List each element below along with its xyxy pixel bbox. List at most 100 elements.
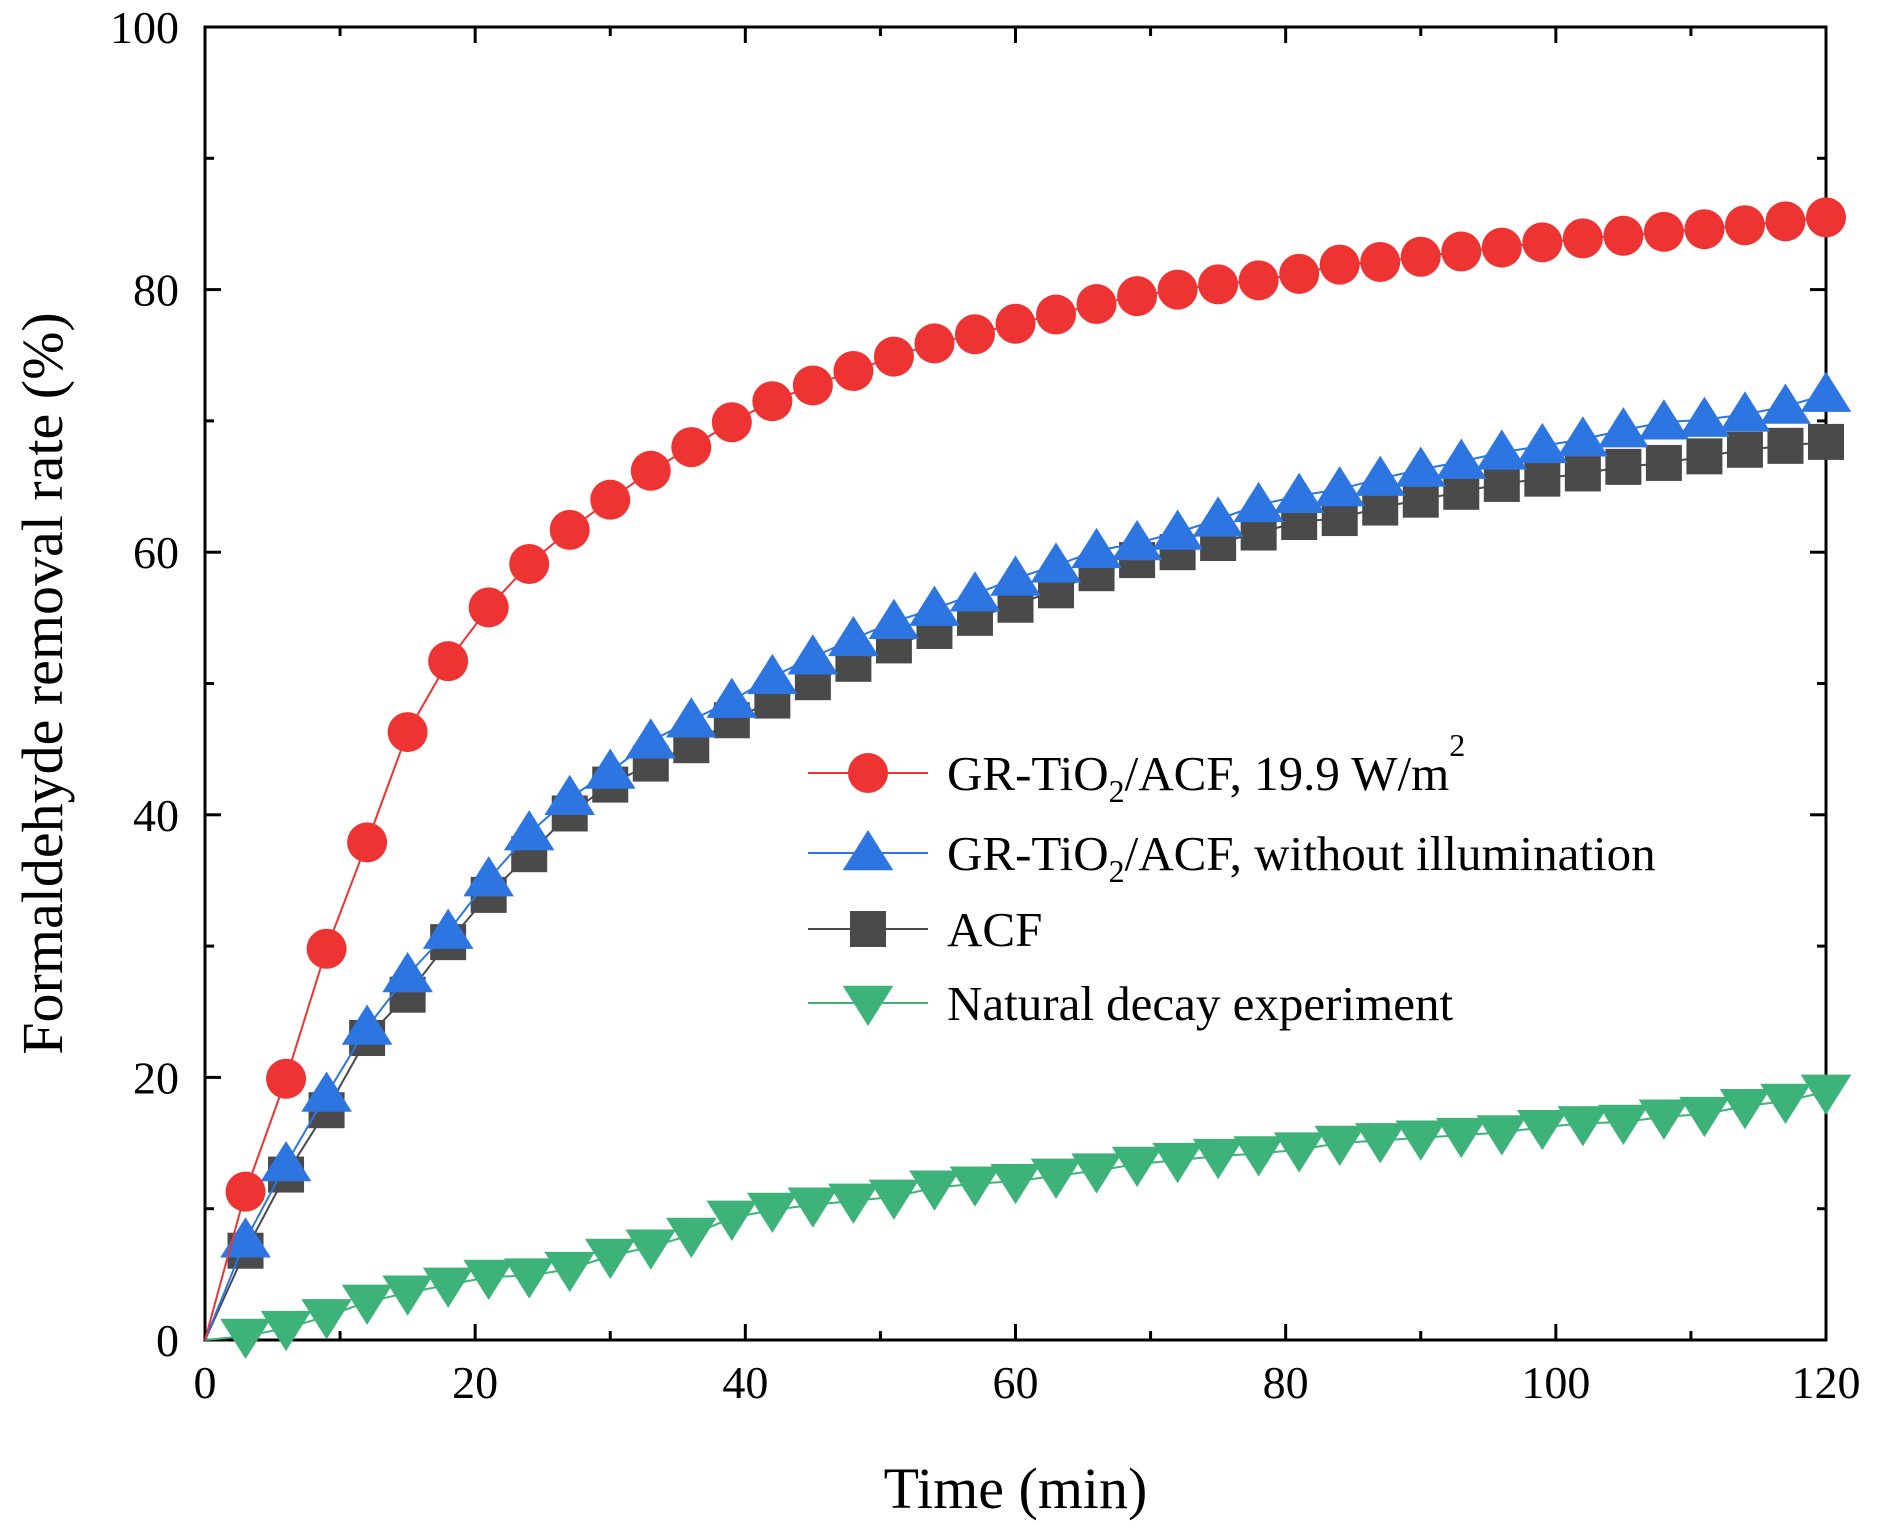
data-point <box>1767 427 1804 464</box>
data-point <box>1679 1096 1730 1138</box>
data-point <box>787 1187 839 1228</box>
data-point <box>549 509 590 550</box>
legend-marker <box>850 911 886 947</box>
data-point <box>225 1171 266 1212</box>
data-point <box>1598 1104 1649 1146</box>
data-point <box>1522 222 1563 263</box>
data-point <box>909 1170 960 1211</box>
data-point <box>1435 438 1487 479</box>
data-point <box>347 822 388 863</box>
data-point <box>1800 371 1852 412</box>
data-point <box>1441 231 1482 272</box>
data-point <box>666 697 717 738</box>
data-point <box>428 641 469 682</box>
data-point <box>306 928 347 969</box>
data-point <box>1603 215 1644 256</box>
data-point <box>1557 1106 1609 1147</box>
data-point <box>1360 242 1401 283</box>
data-point <box>1395 446 1447 487</box>
data-point <box>630 450 671 491</box>
data-point <box>1564 455 1601 492</box>
data-point <box>1400 236 1441 277</box>
data-point <box>1076 284 1117 325</box>
data-point <box>828 615 879 657</box>
data-point <box>752 381 793 422</box>
legend-entry-0: GR-TiO2/ACF, 19.9 W/m2 <box>808 727 1465 809</box>
data-point <box>1638 1099 1690 1140</box>
data-point <box>1279 253 1320 294</box>
data-point <box>1645 444 1682 481</box>
data-point <box>382 951 433 993</box>
data-point <box>1724 205 1765 246</box>
data-point <box>1192 1138 1244 1180</box>
legend-label-part: GR-TiO <box>947 826 1109 881</box>
data-point <box>509 544 550 585</box>
legend-entry-1: GR-TiO2/ACF, without illumination <box>808 826 1656 889</box>
data-point <box>590 479 631 520</box>
data-point <box>382 1275 433 1316</box>
data-point <box>949 1166 1001 1207</box>
data-point <box>706 677 758 718</box>
data-point <box>1476 429 1528 470</box>
data-point <box>1314 466 1365 507</box>
data-point <box>1800 1074 1852 1115</box>
data-point <box>220 1318 271 1360</box>
data-point <box>422 1267 474 1308</box>
legend-label: Natural decay experiment <box>947 976 1453 1031</box>
x-tick-label: 60 <box>993 1357 1039 1408</box>
data-point <box>1719 1089 1771 1130</box>
data-point <box>1760 383 1811 424</box>
x-axis-title: Time (min) <box>884 1456 1148 1521</box>
y-axis-title: Formaldehyde removal rate (%) <box>10 312 75 1054</box>
data-point <box>1684 209 1725 250</box>
data-point <box>1476 1115 1528 1156</box>
legend-label: GR-TiO2/ACF, without illumination <box>947 826 1656 889</box>
data-point <box>711 402 752 443</box>
y-tick-label: 60 <box>133 527 179 578</box>
legend-label-part: Natural decay experiment <box>947 976 1453 1031</box>
data-point <box>1354 455 1406 496</box>
data-point <box>1435 1117 1487 1159</box>
axes: 0 20 40 60 80 100 120 0 20 40 60 80 100 Time (min) For… <box>10 2 1861 1521</box>
data-point <box>1679 396 1730 437</box>
legend-marker <box>842 830 894 871</box>
data-point <box>463 1259 514 1300</box>
data-point <box>1036 294 1077 335</box>
data-point <box>873 336 914 377</box>
data-point <box>625 1229 677 1270</box>
data-point <box>503 1258 555 1299</box>
data-point <box>584 748 636 789</box>
data-point <box>787 634 839 675</box>
data-point <box>949 571 1001 612</box>
x-tick-label: 40 <box>722 1357 768 1408</box>
data-point <box>792 365 833 406</box>
data-point <box>990 1163 1041 1205</box>
legend-entry-2: ACF <box>808 902 1042 957</box>
data-point <box>625 718 677 759</box>
series-2 <box>204 423 1844 1341</box>
data-point <box>1152 1142 1203 1184</box>
plot-series <box>204 197 1852 1360</box>
legend-marker <box>842 985 894 1026</box>
data-point <box>1233 481 1284 523</box>
legend-marker <box>848 753 888 793</box>
data-point <box>1273 472 1325 513</box>
data-point <box>422 908 474 949</box>
data-point <box>1030 542 1082 583</box>
data-point <box>341 1004 393 1045</box>
data-point <box>1319 244 1360 285</box>
data-point <box>868 1179 920 1220</box>
x-tick-label: 80 <box>1263 1357 1309 1408</box>
data-point <box>387 712 428 753</box>
data-point <box>260 1141 312 1182</box>
series-3 <box>204 1074 1852 1360</box>
x-tick-label: 100 <box>1521 1357 1590 1408</box>
data-point <box>1152 509 1203 550</box>
data-point <box>1808 423 1844 460</box>
x-tick-label: 20 <box>452 1357 498 1408</box>
data-point <box>1598 407 1649 448</box>
data-point <box>260 1310 312 1352</box>
data-point <box>1760 1083 1811 1125</box>
data-point <box>995 303 1036 344</box>
data-point <box>747 1192 798 1234</box>
